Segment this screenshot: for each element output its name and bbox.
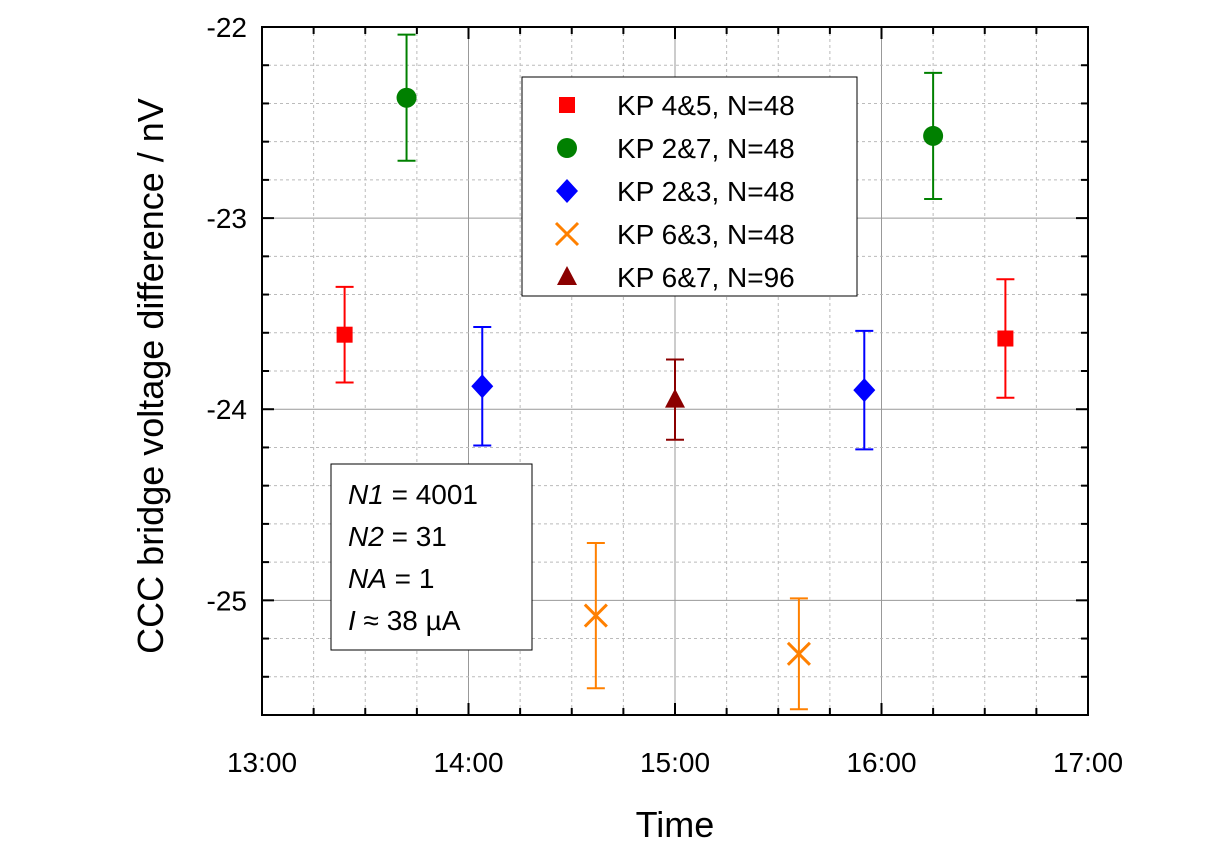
y-tick-label: -22 <box>207 12 247 43</box>
x-tick-label: 15:00 <box>640 747 710 778</box>
legend-label: KP 2&7, N=48 <box>617 133 795 164</box>
legend-marker <box>554 221 580 247</box>
y-axis-title: CCC bridge voltage difference / nV <box>130 98 171 654</box>
legend-label: KP 6&7, N=96 <box>617 262 795 293</box>
parameter-line: N1 = 4001 <box>348 479 478 510</box>
data-point <box>583 542 608 690</box>
data-marker <box>336 326 353 343</box>
data-point <box>853 329 876 451</box>
data-marker <box>923 125 944 146</box>
legend-marker <box>556 179 578 203</box>
data-point <box>923 71 944 200</box>
data-points <box>335 33 1015 711</box>
legend-label: KP 2&3, N=48 <box>617 176 795 207</box>
y-tick-label: -23 <box>207 203 247 234</box>
legend-marker <box>557 266 577 285</box>
x-axis-title: Time <box>636 804 715 841</box>
legend-marker <box>557 138 577 158</box>
data-marker <box>396 87 417 108</box>
x-tick-label: 14:00 <box>433 747 503 778</box>
data-marker <box>471 374 494 399</box>
tick-labels: 13:00 14:00 15:00 16:00 17:00 -25 -24 -23 -22 <box>207 12 1124 778</box>
legend-box <box>521 76 858 297</box>
parameter-box-frame <box>330 463 533 651</box>
data-point <box>786 597 811 711</box>
axis-ticks <box>261 26 1089 716</box>
data-marker <box>665 388 685 408</box>
data-marker <box>583 603 608 628</box>
legend-label: KP 6&3, N=48 <box>617 219 795 250</box>
x-tick-label: 13:00 <box>227 747 297 778</box>
x-tick-label: 17:00 <box>1053 747 1123 778</box>
data-marker <box>853 378 876 403</box>
legend: KP 4&5, N=48 KP 2&7, N=48 KP 2&3, N=48 KP 6… <box>521 76 858 297</box>
data-point <box>335 285 354 384</box>
legend-marker <box>559 97 575 113</box>
parameter-line: I ≈ 38 µA <box>348 605 461 636</box>
data-point <box>396 33 417 162</box>
legend-label: KP 4&5, N=48 <box>617 90 795 121</box>
data-point <box>665 358 685 441</box>
y-tick-label: -24 <box>207 394 247 425</box>
data-marker <box>786 641 811 666</box>
data-marker <box>997 330 1014 347</box>
data-point <box>996 278 1015 399</box>
data-point <box>471 326 494 447</box>
y-tick-label: -25 <box>207 585 247 616</box>
parameter-line: N2 = 31 <box>348 521 447 552</box>
parameter-box: N1 = 4001 N2 = 31 NA = 1 I ≈ 38 µA <box>330 463 533 651</box>
parameter-line: NA = 1 <box>348 563 434 594</box>
x-tick-label: 16:00 <box>846 747 916 778</box>
